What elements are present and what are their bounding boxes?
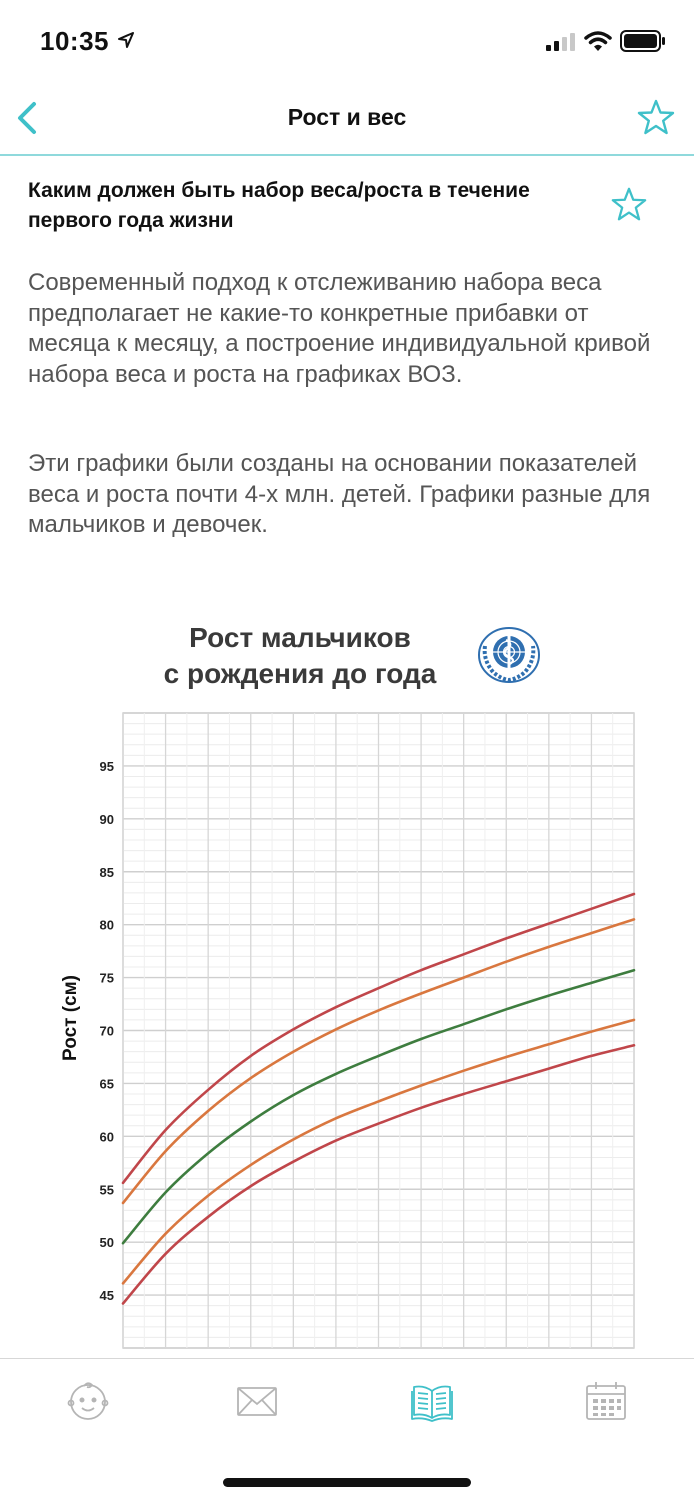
- article-paragraph: Эти графики были созданы на основании по…: [28, 450, 651, 538]
- home-indicator: [223, 1478, 471, 1487]
- growth-curve-3: [121, 968, 636, 1245]
- y-tick-label: 60: [100, 1129, 114, 1144]
- y-tick-label: 55: [100, 1182, 114, 1197]
- growth-curve-1: [121, 1044, 636, 1305]
- y-tick-label: 75: [100, 971, 114, 986]
- chart-y-ticks: 45 50 55 60 65 70 75 80 85 90 95: [100, 759, 114, 1303]
- battery-icon: [620, 30, 665, 52]
- wifi-icon: [584, 31, 612, 51]
- y-tick-label: 70: [100, 1024, 114, 1039]
- chart-title: Рост мальчиков с рождения до года: [130, 620, 470, 692]
- star-outline-icon: [611, 187, 647, 221]
- article-favorite-button[interactable]: [610, 186, 648, 224]
- envelope-icon: [237, 1387, 277, 1416]
- y-tick-label: 80: [100, 918, 114, 933]
- chart-y-axis-label: Рост (см): [60, 975, 81, 1061]
- growth-curve-2: [121, 1018, 636, 1285]
- tab-messages[interactable]: [235, 1379, 279, 1423]
- chart-title-line1: Рост мальчиков: [189, 622, 411, 653]
- status-bar: 10:35: [0, 0, 694, 84]
- y-tick-label: 95: [100, 759, 114, 774]
- growth-chart: 45 50 55 60 65 70 75 80 85 90 95 Рост (см): [60, 712, 636, 1349]
- tab-baby[interactable]: [66, 1379, 110, 1423]
- y-tick-label: 85: [100, 865, 114, 880]
- location-arrow-icon: [118, 32, 134, 48]
- chevron-left-icon: [18, 102, 36, 134]
- chart-series: [121, 892, 636, 1305]
- calendar-icon: [586, 1382, 626, 1420]
- star-outline-icon: [637, 99, 675, 135]
- page-title: Рост и вес: [287, 104, 407, 130]
- y-tick-label: 45: [100, 1288, 114, 1303]
- favorite-button[interactable]: [636, 98, 676, 138]
- tab-articles[interactable]: [410, 1379, 454, 1423]
- growth-curve-4: [121, 918, 636, 1205]
- back-button[interactable]: [8, 96, 48, 140]
- article-title: Каким должен быть набор веса/роста в теч…: [28, 179, 530, 232]
- baby-face-icon: [67, 1382, 109, 1420]
- chart-title-line2: с рождения до года: [163, 658, 437, 689]
- open-book-icon: [411, 1385, 453, 1422]
- tab-bar: [0, 1358, 694, 1501]
- chart-grid: [122, 712, 635, 1349]
- growth-curve-5: [121, 892, 636, 1185]
- cellular-signal-icon: [546, 33, 575, 51]
- tab-calendar[interactable]: [584, 1379, 628, 1423]
- nav-bar: Рост и вес: [0, 84, 694, 156]
- status-time: 10:35: [40, 26, 109, 56]
- who-logo-icon: [478, 627, 540, 683]
- y-tick-label: 65: [100, 1076, 114, 1091]
- article-paragraph: Современный подход к отслеживанию набора…: [28, 269, 651, 388]
- y-tick-label: 50: [100, 1235, 114, 1250]
- y-tick-label: 90: [100, 812, 114, 827]
